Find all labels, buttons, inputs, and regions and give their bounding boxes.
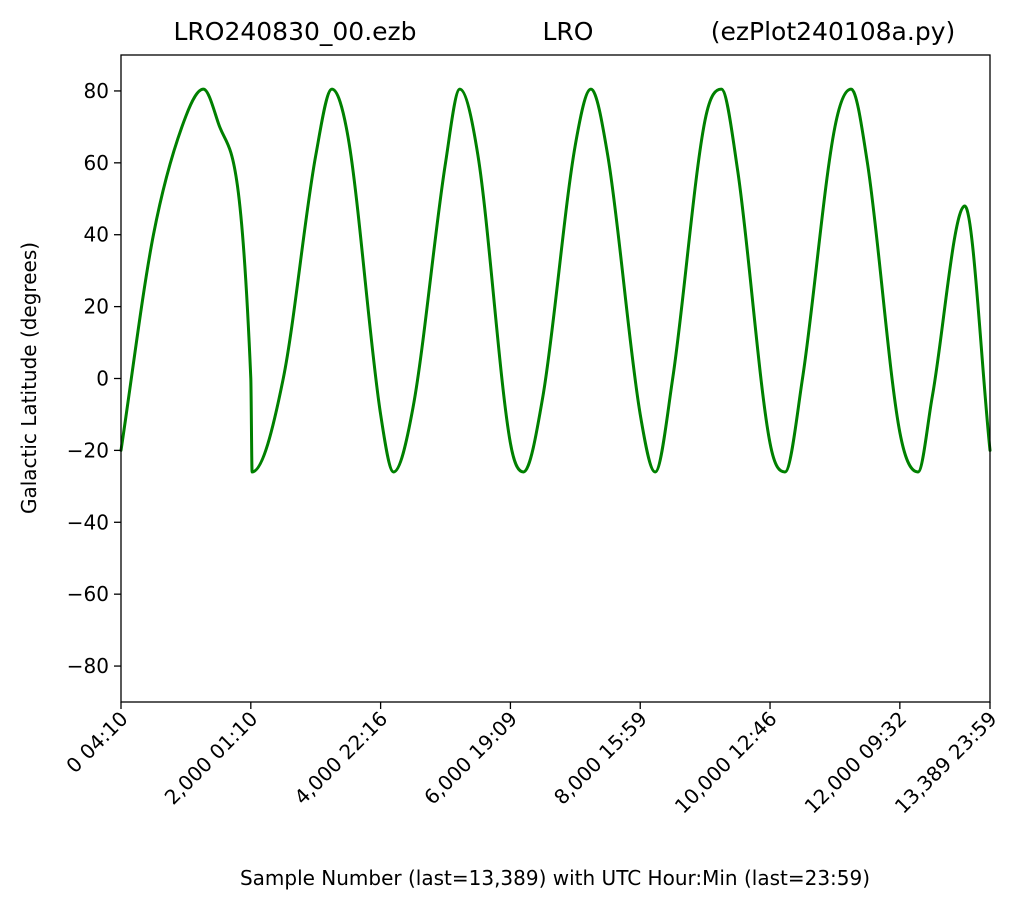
y-tick-label: 40 [84,223,109,247]
y-tick-label: 0 [96,367,109,391]
chart-title-station: LRO [543,17,594,46]
x-axis-label: Sample Number (last=13,389) with UTC Hou… [240,866,870,890]
plot-area [119,87,992,474]
y-tick-label: −20 [67,438,109,462]
chart-title-file: LRO240830_00.ezb [173,17,416,46]
y-tick-label: −80 [67,654,109,678]
y-tick-label: 20 [84,295,109,319]
y-axis-label: Galactic Latitude (degrees) [17,242,41,514]
chart-title-script: (ezPlot240108a.py) [711,17,956,46]
series-line-0 [119,87,992,474]
y-tick-label: −40 [67,510,109,534]
y-axis-ticks: 80 60 40 20 0 −20 −40 −60 −80 [67,79,121,678]
y-tick-label: −60 [67,582,109,606]
y-tick-label: 80 [84,79,109,103]
axes-frame [120,54,991,703]
y-tick-label: 60 [84,151,109,175]
